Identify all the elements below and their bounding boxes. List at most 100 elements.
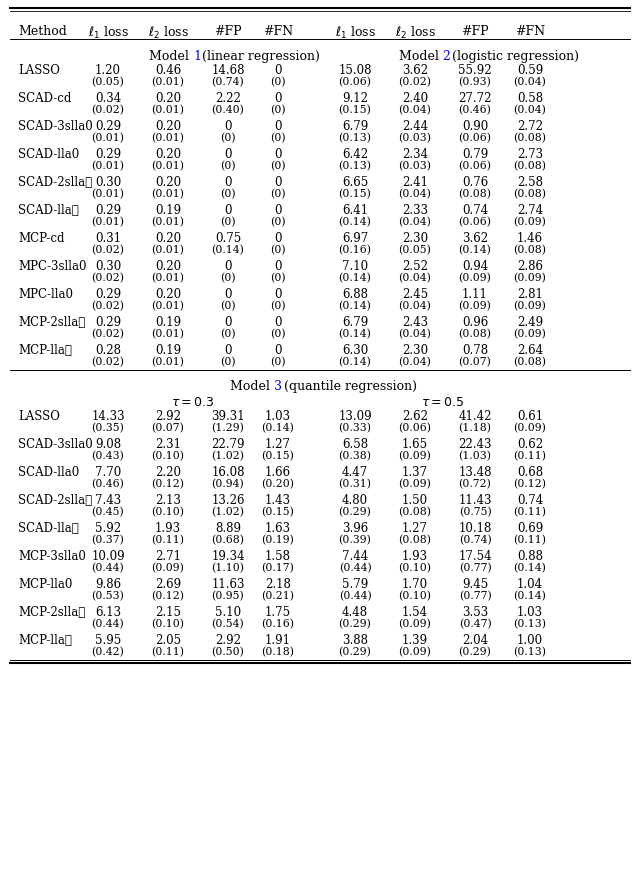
Text: 11.43: 11.43 xyxy=(458,494,492,507)
Text: 0.29: 0.29 xyxy=(95,120,121,133)
Text: 6.97: 6.97 xyxy=(342,232,368,245)
Text: (1.10): (1.10) xyxy=(211,563,244,573)
Text: (0.37): (0.37) xyxy=(92,535,124,545)
Text: 0.75: 0.75 xyxy=(215,232,241,245)
Text: (0.47): (0.47) xyxy=(459,619,492,630)
Text: 1.43: 1.43 xyxy=(265,494,291,507)
Text: (0): (0) xyxy=(220,189,236,199)
Text: (0.09): (0.09) xyxy=(399,451,431,462)
Text: (0.06): (0.06) xyxy=(458,217,492,227)
Text: 5.95: 5.95 xyxy=(95,634,121,647)
Text: 2.92: 2.92 xyxy=(215,634,241,647)
Text: (0): (0) xyxy=(270,273,286,283)
Text: (1.02): (1.02) xyxy=(211,451,244,462)
Text: (0.02): (0.02) xyxy=(92,245,125,255)
Text: 1.03: 1.03 xyxy=(265,410,291,423)
Text: 2.72: 2.72 xyxy=(517,120,543,133)
Text: 2.18: 2.18 xyxy=(265,578,291,591)
Text: 2.15: 2.15 xyxy=(155,606,181,619)
Text: (0.16): (0.16) xyxy=(262,619,294,630)
Text: 0: 0 xyxy=(275,176,282,189)
Text: 0.31: 0.31 xyxy=(95,232,121,245)
Text: (0.77): (0.77) xyxy=(459,591,492,601)
Text: (quantile regression): (quantile regression) xyxy=(280,380,417,393)
Text: SCAD-lla0: SCAD-lla0 xyxy=(18,148,79,161)
Text: (0.13): (0.13) xyxy=(339,133,371,144)
Text: (0.44): (0.44) xyxy=(92,563,124,573)
Text: (0.14): (0.14) xyxy=(212,245,244,255)
Text: 0.74: 0.74 xyxy=(517,494,543,507)
Text: (0.08): (0.08) xyxy=(399,535,431,545)
Text: MCP-cd: MCP-cd xyxy=(18,232,65,245)
Text: 3.96: 3.96 xyxy=(342,522,368,535)
Text: (0.08): (0.08) xyxy=(458,189,492,199)
Text: SCAD-3slla0: SCAD-3slla0 xyxy=(18,438,93,451)
Text: 0: 0 xyxy=(275,64,282,77)
Text: 9.45: 9.45 xyxy=(462,578,488,591)
Text: SCAD-lla⋆: SCAD-lla⋆ xyxy=(18,204,79,217)
Text: (1.29): (1.29) xyxy=(212,423,244,433)
Text: (0.13): (0.13) xyxy=(339,161,371,172)
Text: 0.58: 0.58 xyxy=(517,92,543,105)
Text: 7.44: 7.44 xyxy=(342,550,368,563)
Text: (0.15): (0.15) xyxy=(262,507,294,517)
Text: (0.40): (0.40) xyxy=(212,105,244,115)
Text: 0.29: 0.29 xyxy=(95,148,121,161)
Text: (0.03): (0.03) xyxy=(399,161,431,172)
Text: (0.06): (0.06) xyxy=(339,77,371,87)
Text: 0: 0 xyxy=(275,316,282,329)
Text: 2.86: 2.86 xyxy=(517,260,543,273)
Text: (0.14): (0.14) xyxy=(459,245,492,255)
Text: (0.04): (0.04) xyxy=(399,357,431,368)
Text: 13.09: 13.09 xyxy=(338,410,372,423)
Text: (0.39): (0.39) xyxy=(339,535,371,545)
Text: 0: 0 xyxy=(275,232,282,245)
Text: (0.09): (0.09) xyxy=(513,329,547,340)
Text: 2.64: 2.64 xyxy=(517,344,543,357)
Text: 2.73: 2.73 xyxy=(517,148,543,161)
Text: (0.14): (0.14) xyxy=(513,591,547,601)
Text: 0: 0 xyxy=(275,204,282,217)
Text: (0.02): (0.02) xyxy=(92,273,125,283)
Text: 1.20: 1.20 xyxy=(95,64,121,77)
Text: (0.09): (0.09) xyxy=(399,647,431,658)
Text: 6.65: 6.65 xyxy=(342,176,368,189)
Text: (0): (0) xyxy=(220,273,236,283)
Text: (0.29): (0.29) xyxy=(339,619,371,630)
Text: SCAD-cd: SCAD-cd xyxy=(18,92,72,105)
Text: $\ell_2$ loss: $\ell_2$ loss xyxy=(148,25,188,41)
Text: (0.01): (0.01) xyxy=(152,217,184,227)
Text: 0.28: 0.28 xyxy=(95,344,121,357)
Text: MCP-2slla⋆: MCP-2slla⋆ xyxy=(18,606,85,619)
Text: (0.02): (0.02) xyxy=(92,105,125,115)
Text: (0.46): (0.46) xyxy=(92,479,124,490)
Text: 0: 0 xyxy=(275,92,282,105)
Text: 2.05: 2.05 xyxy=(155,634,181,647)
Text: 0.79: 0.79 xyxy=(462,148,488,161)
Text: 0.76: 0.76 xyxy=(462,176,488,189)
Text: 0: 0 xyxy=(275,120,282,133)
Text: 6.42: 6.42 xyxy=(342,148,368,161)
Text: 6.88: 6.88 xyxy=(342,288,368,301)
Text: 3.88: 3.88 xyxy=(342,634,368,647)
Text: 0.20: 0.20 xyxy=(155,260,181,273)
Text: 39.31: 39.31 xyxy=(211,410,245,423)
Text: 1.03: 1.03 xyxy=(517,606,543,619)
Text: 0.61: 0.61 xyxy=(517,410,543,423)
Text: (0.04): (0.04) xyxy=(399,189,431,199)
Text: 0.62: 0.62 xyxy=(517,438,543,451)
Text: (0.12): (0.12) xyxy=(152,479,184,490)
Text: (0.53): (0.53) xyxy=(92,591,124,601)
Text: (0): (0) xyxy=(270,301,286,311)
Text: 10.09: 10.09 xyxy=(91,550,125,563)
Text: (0.12): (0.12) xyxy=(513,479,547,490)
Text: 4.80: 4.80 xyxy=(342,494,368,507)
Text: 6.79: 6.79 xyxy=(342,316,368,329)
Text: 1.50: 1.50 xyxy=(402,494,428,507)
Text: (0): (0) xyxy=(220,133,236,144)
Text: (0.01): (0.01) xyxy=(152,161,184,172)
Text: (0.14): (0.14) xyxy=(513,563,547,573)
Text: 0.30: 0.30 xyxy=(95,260,121,273)
Text: 2.52: 2.52 xyxy=(402,260,428,273)
Text: 1.04: 1.04 xyxy=(517,578,543,591)
